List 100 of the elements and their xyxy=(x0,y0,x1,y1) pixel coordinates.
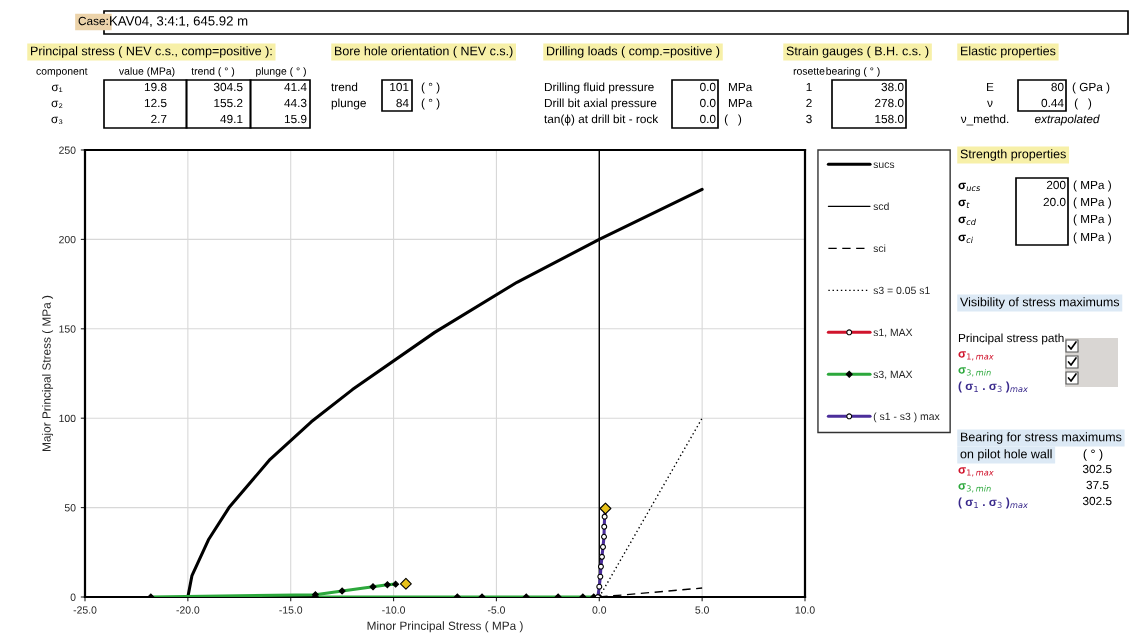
text: rosette xyxy=(793,67,825,75)
text: 12.5 xyxy=(144,98,167,108)
text: Drilling loads ( comp.=positive ) xyxy=(547,46,720,58)
text: 84 xyxy=(396,98,409,108)
legend-label: ( s1 - s3 ) max xyxy=(873,412,940,423)
x-axis-title: Minor Principal Stress ( MPa ) xyxy=(367,621,523,633)
text: MPa xyxy=(728,98,753,108)
text: value (MPa) xyxy=(118,67,175,77)
text: σ$_{3,min}$ xyxy=(958,483,991,493)
text: 278.0 xyxy=(875,98,904,108)
text: E xyxy=(987,82,994,92)
text: σ$_{ci}$ xyxy=(958,234,973,244)
text: Visibility of stress maximums xyxy=(960,297,1120,309)
text: trend ( ° ) xyxy=(191,67,235,77)
y-tick-label: 100 xyxy=(59,414,76,423)
text: 41.4 xyxy=(284,82,307,92)
text: 20.0 xyxy=(1043,197,1066,207)
text: plunge xyxy=(331,98,366,110)
text: 38.0 xyxy=(881,82,904,92)
legend-label: scd xyxy=(873,202,889,211)
text: σ$_{ucs}$ xyxy=(958,182,981,192)
y-axis-title: Major Principal Stress ( MPa ) xyxy=(42,295,54,451)
text: 49.1 xyxy=(220,114,243,124)
text: 80 xyxy=(1051,82,1064,92)
y-tick-label: 150 xyxy=(59,325,76,333)
text: bearing ( ° ) xyxy=(826,67,880,77)
text: σ$_{3,min}$ xyxy=(958,367,991,377)
text: σ$_{1,max}$ xyxy=(958,351,994,361)
text: 15.9 xyxy=(284,114,307,124)
text: ( MPa ) xyxy=(1073,180,1111,192)
legend-label: s3, MAX xyxy=(873,370,913,380)
text: 155.2 xyxy=(214,98,243,108)
text: ( ) xyxy=(1074,98,1092,110)
text: ( GPa ) xyxy=(1072,82,1110,94)
x-tick-label: -20.0 xyxy=(176,606,200,614)
x-tick-label: -15.0 xyxy=(279,606,303,614)
text: KAV04, 3:4:1, 645.92 m xyxy=(110,16,248,28)
text: 158.0 xyxy=(875,114,904,124)
x-tick-label: -25.0 xyxy=(73,606,97,614)
x-tick-label: 5.0 xyxy=(695,606,709,614)
y-tick-label: 0 xyxy=(70,593,76,601)
text: ( MPa ) xyxy=(1073,214,1111,226)
text: σ$_{cd}$ xyxy=(958,216,977,226)
text: Drill bit axial pressure xyxy=(544,98,657,110)
text: Drilling fluid pressure xyxy=(544,82,654,94)
text: 0.0 xyxy=(700,82,716,92)
text: 3 xyxy=(806,114,812,124)
x-tick-label: 0.0 xyxy=(592,606,607,614)
text: Bore hole orientation ( NEV c.s.) xyxy=(335,46,513,58)
text: Strength properties xyxy=(960,149,1066,161)
text: on pilot hole wall xyxy=(960,449,1052,461)
legend-label: sci xyxy=(873,244,886,253)
text: 0.44 xyxy=(1041,98,1064,108)
text: 37.5 xyxy=(1086,480,1109,490)
text: 19.8 xyxy=(144,82,167,92)
text: Case: xyxy=(78,16,108,26)
text: σ₂ xyxy=(51,100,63,109)
text: ν xyxy=(987,100,993,108)
text: ( ° ) xyxy=(1083,449,1103,461)
text: ( MPa ) xyxy=(1073,197,1111,209)
text: Strain gauges ( B.H. c.s. ) xyxy=(786,46,929,58)
text: 44.3 xyxy=(284,98,307,108)
text: 0.0 xyxy=(700,114,716,124)
text: 200 xyxy=(1046,180,1066,190)
text: 101 xyxy=(390,82,409,92)
text: σ₃ xyxy=(51,116,63,125)
text: 1 xyxy=(806,82,812,92)
text: ν_methd. xyxy=(960,114,1009,126)
text: extrapolated xyxy=(1034,114,1100,126)
legend-label: s3 = 0.05 s1 xyxy=(873,286,930,295)
legend-label: sucs xyxy=(873,162,895,169)
text: 2.7 xyxy=(151,114,167,124)
text: ( ° ) xyxy=(421,98,440,110)
text: ( σ$_{1}$ . σ$_{3}$ )$_{max}$ xyxy=(958,381,1028,393)
text: component xyxy=(36,67,88,77)
text: MPa xyxy=(728,82,753,92)
text: 302.5 xyxy=(1082,496,1112,506)
text: Bearing for stress maximums xyxy=(961,432,1122,444)
x-tick-label: 10.0 xyxy=(795,606,815,614)
y-tick-label: 200 xyxy=(59,235,76,244)
x-tick-label: -10.0 xyxy=(382,606,406,614)
text: ( MPa ) xyxy=(1073,232,1111,244)
text: trend xyxy=(331,82,358,92)
text: σ$_{1,max}$ xyxy=(958,467,994,477)
text: 304.5 xyxy=(213,82,243,92)
text: Elastic properties xyxy=(961,46,1056,58)
text: ( σ$_{1}$ . σ$_{3}$ )$_{max}$ xyxy=(958,497,1028,509)
text: ( ) xyxy=(724,114,742,126)
y-tick-label: 50 xyxy=(64,504,76,512)
text: Principal stress path xyxy=(958,333,1064,345)
text: ( ° ) xyxy=(421,82,440,94)
text: σ$_{t}$ xyxy=(958,199,970,208)
text: plunge ( ° ) xyxy=(256,67,306,77)
x-tick-label: -5.0 xyxy=(487,606,505,614)
text: Principal stress ( NEV c.s., comp=positive ): xyxy=(31,46,272,58)
text: 0.0 xyxy=(700,98,716,108)
legend-label: s1, MAX xyxy=(873,328,913,338)
y-tick-label: 250 xyxy=(59,146,76,154)
text: tan(ϕ) at drill bit - rock xyxy=(544,114,659,126)
text: σ₁ xyxy=(51,84,63,93)
